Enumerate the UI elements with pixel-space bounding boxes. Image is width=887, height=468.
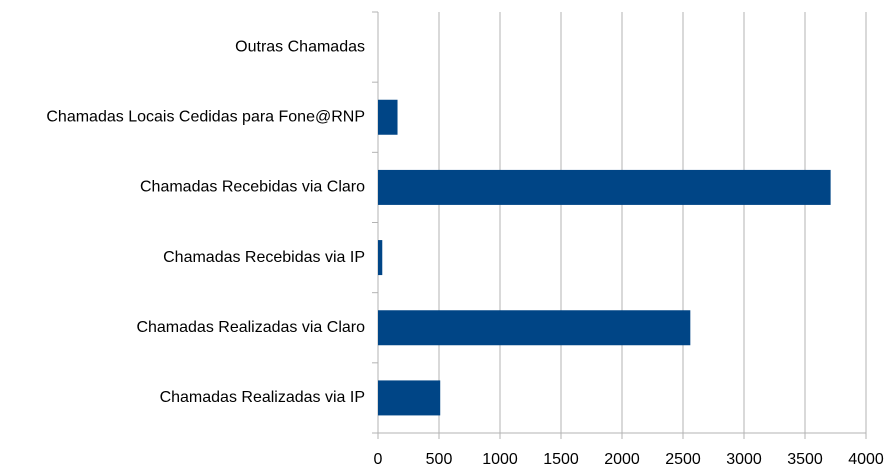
y-tick-label: Chamadas Recebidas via Claro xyxy=(140,179,365,196)
x-tick-label: 4000 xyxy=(848,451,884,468)
y-tick-label: Chamadas Realizadas via IP xyxy=(160,389,365,406)
bar xyxy=(378,380,441,416)
x-tick-label: 1500 xyxy=(543,451,579,468)
bar xyxy=(378,99,398,135)
x-tick-label: 3500 xyxy=(787,451,823,468)
y-tick-label: Chamadas Locais Cedidas para Fone@RNP xyxy=(46,108,365,125)
bar xyxy=(378,310,691,346)
x-tick-label: 3000 xyxy=(726,451,762,468)
y-tick-label: Outras Chamadas xyxy=(235,38,365,55)
y-tick-label: Chamadas Realizadas via Claro xyxy=(136,319,365,336)
x-tick-label: 2000 xyxy=(604,451,640,468)
x-tick-label: 1000 xyxy=(482,451,518,468)
bar xyxy=(378,240,383,276)
x-tick-label: 2500 xyxy=(665,451,701,468)
x-tick-label: 500 xyxy=(426,451,453,468)
bar xyxy=(378,169,831,205)
y-tick-label: Chamadas Recebidas via IP xyxy=(163,249,365,266)
x-tick-label: 0 xyxy=(374,451,383,468)
